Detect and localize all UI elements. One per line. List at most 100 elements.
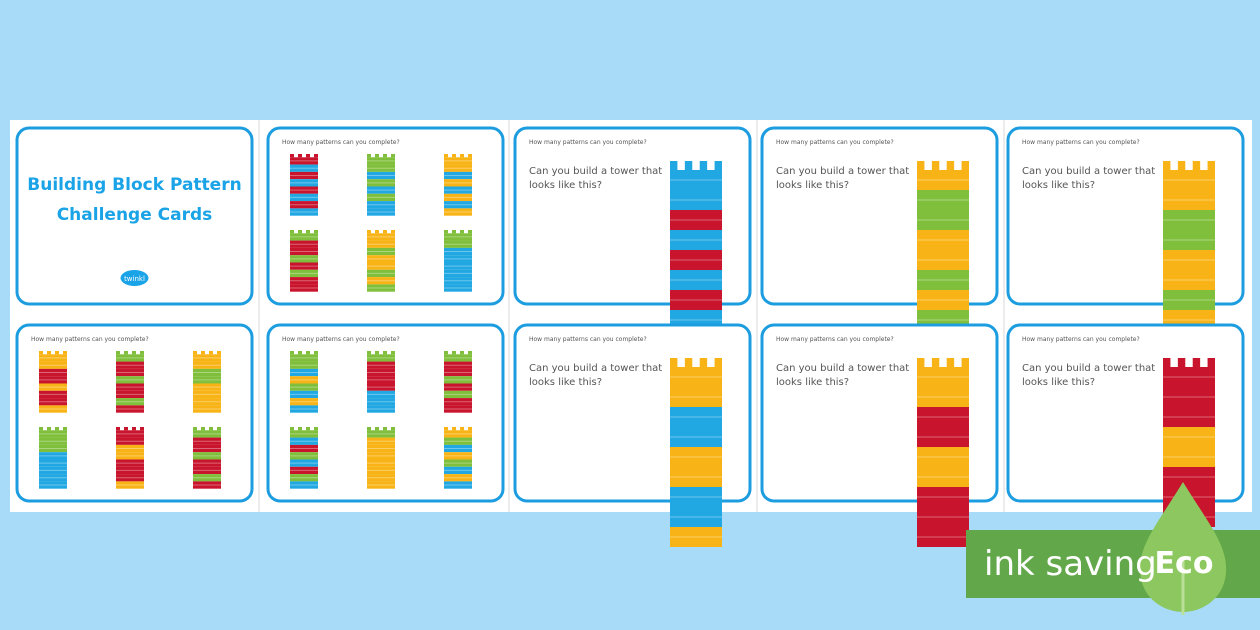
stud: [367, 154, 371, 158]
block: [290, 193, 318, 202]
block: [444, 459, 472, 467]
block: [39, 481, 67, 489]
block: [917, 270, 969, 290]
block: [116, 437, 144, 445]
card: How many patterns can you complete? Can y…: [513, 126, 752, 350]
stud: [306, 427, 310, 431]
block: [290, 269, 318, 278]
stud: [714, 358, 722, 367]
block: [444, 376, 472, 384]
block: [444, 186, 472, 194]
card: How many patterns can you complete? Can y…: [760, 323, 999, 547]
block: [290, 262, 318, 270]
block: [290, 233, 318, 241]
block: [670, 407, 722, 427]
block: [917, 487, 969, 507]
block: [444, 437, 472, 445]
stud: [314, 351, 318, 355]
stud: [140, 427, 144, 431]
block: [116, 390, 144, 399]
card-heading: How many patterns can you complete?: [776, 336, 894, 343]
block: [444, 171, 472, 180]
card: How many patterns can you complete?: [15, 323, 254, 503]
block: [290, 459, 318, 467]
block: [444, 247, 472, 256]
block: [917, 170, 969, 190]
block: [193, 437, 221, 445]
stud: [391, 230, 395, 234]
stud: [460, 154, 464, 158]
stud: [298, 427, 302, 431]
block: [367, 233, 395, 241]
block: [670, 387, 722, 407]
block: [290, 430, 318, 438]
stud: [946, 161, 955, 170]
block: [116, 376, 144, 384]
card: Building Block Pattern Challenge Cards twi…: [15, 126, 254, 306]
block: [116, 474, 144, 482]
block: [193, 466, 221, 475]
card-heading: How many patterns can you complete?: [529, 139, 647, 146]
question: Can you build a tower that: [1022, 166, 1155, 177]
block: [670, 467, 722, 487]
card: How many patterns can you complete? Can y…: [1006, 126, 1245, 330]
block: [444, 255, 472, 263]
stud: [468, 427, 472, 431]
stud: [306, 351, 310, 355]
block: [116, 354, 144, 362]
stud: [391, 154, 395, 158]
block: [444, 430, 472, 438]
stud: [946, 358, 955, 367]
block: [444, 269, 472, 278]
block: [367, 186, 395, 194]
block: [39, 437, 67, 445]
block: [367, 361, 395, 369]
block: [444, 390, 472, 399]
block: [444, 452, 472, 460]
stud: [306, 230, 310, 234]
block: [290, 466, 318, 475]
block: [670, 250, 722, 270]
stud: [1207, 358, 1215, 367]
block: [367, 430, 395, 438]
block: [193, 481, 221, 489]
block: [367, 262, 395, 270]
block: [290, 437, 318, 445]
question: Can you build a tower that: [529, 166, 662, 177]
block: [39, 405, 67, 413]
question: Can you build a tower that: [529, 363, 662, 374]
stud: [1163, 161, 1171, 170]
stud: [699, 358, 708, 367]
block: [1163, 270, 1215, 290]
stud: [391, 427, 395, 431]
block: [290, 444, 318, 453]
block: [444, 466, 472, 475]
block: [290, 171, 318, 180]
stud: [444, 230, 448, 234]
badge-eco: Eco: [1155, 546, 1214, 581]
block: [39, 354, 67, 362]
block: [670, 210, 722, 230]
block: [917, 250, 969, 270]
stud: [217, 351, 221, 355]
stud: [375, 351, 379, 355]
card-frame: [15, 126, 254, 306]
stud: [116, 427, 120, 431]
block: [444, 233, 472, 241]
block: [444, 405, 472, 413]
block: [367, 390, 395, 399]
block: [290, 186, 318, 194]
block: [444, 179, 472, 187]
block: [670, 270, 722, 290]
stud: [47, 351, 51, 355]
stud: [931, 161, 940, 170]
block: [917, 527, 969, 547]
card-title: Challenge Cards: [57, 205, 213, 225]
block: [367, 398, 395, 406]
stud: [452, 351, 456, 355]
block: [367, 481, 395, 489]
block: [1163, 467, 1215, 487]
block: [444, 240, 472, 248]
block: [116, 430, 144, 438]
